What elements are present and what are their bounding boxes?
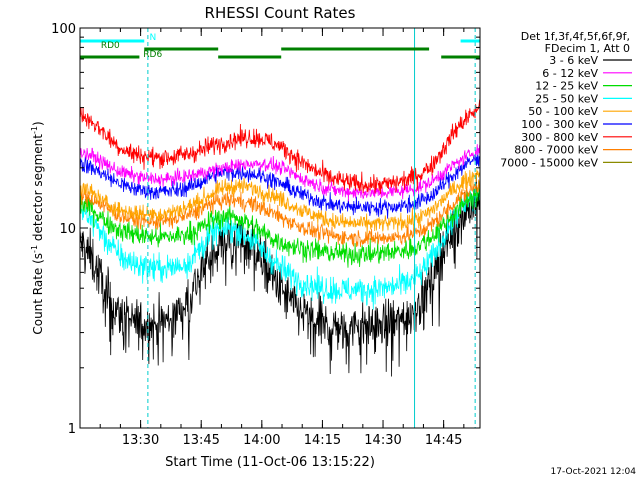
legend-label-5: 100 - 300 keV	[521, 118, 598, 131]
series-line-3	[80, 187, 480, 310]
legend-label-8: 7000 - 15000 keV	[500, 156, 598, 169]
series-line-1	[80, 144, 480, 202]
y-tick-label-0: 1	[68, 422, 76, 437]
series-line-4	[80, 169, 480, 235]
generation-timestamp: 17-Oct-2021 12:04	[551, 467, 637, 477]
y-axis-label-part-3: )	[31, 121, 45, 126]
legend-label-4: 50 - 100 keV	[528, 105, 598, 118]
series-line-6	[80, 99, 480, 194]
y-axis-label-sup-1: -1	[30, 245, 39, 253]
y-axis-label-sup-2: -1	[30, 126, 39, 134]
legend-header-line-1: Det 1f,3f,4f,5f,6f,9f,	[521, 30, 630, 43]
y-axis-label-part-2: detector segment	[31, 134, 45, 245]
legend-label-3: 25 - 50 keV	[535, 92, 598, 105]
series-line-5	[80, 149, 480, 219]
series-line-2	[80, 180, 480, 268]
legend: Det 1f,3f,4f,5f,6f,9f, FDecim 1, Att 0 3…	[500, 30, 632, 169]
legend-label-7: 800 - 7000 keV	[514, 144, 598, 157]
legend-header-line-2: FDecim 1, Att 0	[545, 42, 630, 55]
x-tick-label-5: 14:45	[425, 433, 462, 448]
series-line-7	[80, 179, 480, 248]
x-tick-label-2: 14:00	[243, 433, 280, 448]
chart-title: RHESSI Count Rates	[205, 4, 356, 22]
y-axis-label-part-1: Count Rate (s	[31, 253, 45, 335]
series-line-0	[80, 172, 480, 377]
legend-label-6: 300 - 800 keV	[521, 131, 598, 144]
x-axis-label: Start Time (11-Oct-06 13:15:22)	[165, 455, 375, 470]
plot-area: N RD0 RD6 1 10 100 13:30 13:45 14:00 14:15 14:30 14…	[51, 22, 481, 448]
y-axis-label: Count Rate (s-1 detector segment-1)	[30, 121, 45, 334]
state-bar-label-0: N	[149, 33, 156, 43]
state-bar-label-1: RD0	[101, 41, 120, 51]
series-group	[80, 99, 480, 377]
legend-label-0: 3 - 6 keV	[549, 54, 598, 67]
x-tick-label-1: 13:45	[182, 433, 219, 448]
legend-label-2: 12 - 25 keV	[535, 80, 598, 93]
y-tick-label-2: 100	[51, 22, 76, 37]
x-tick-label-4: 14:30	[364, 433, 401, 448]
state-bar-label-2: RD6	[143, 50, 162, 60]
legend-label-1: 6 - 12 keV	[542, 67, 598, 80]
x-tick-label-3: 14:15	[304, 433, 341, 448]
y-tick-label-1: 10	[59, 222, 76, 237]
x-tick-label-0: 13:30	[122, 433, 159, 448]
